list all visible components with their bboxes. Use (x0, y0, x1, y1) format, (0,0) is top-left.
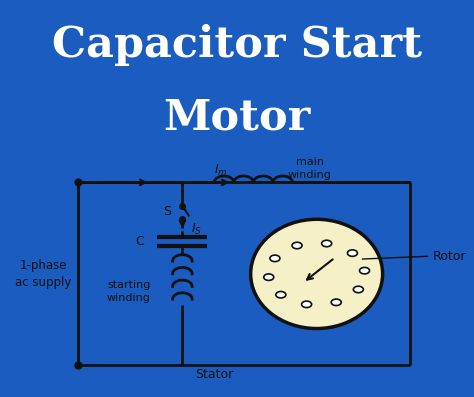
Text: Stator: Stator (195, 368, 233, 381)
Text: $I_S$: $I_S$ (191, 222, 201, 237)
Text: C: C (135, 235, 144, 248)
Text: $I_m$: $I_m$ (214, 163, 228, 178)
Text: main
winding: main winding (288, 157, 332, 180)
Text: Motor: Motor (164, 97, 310, 139)
Circle shape (353, 286, 364, 293)
Circle shape (331, 299, 341, 306)
Circle shape (322, 240, 332, 247)
Text: 1-phase
ac supply: 1-phase ac supply (16, 259, 72, 289)
Circle shape (270, 255, 280, 262)
Circle shape (292, 242, 302, 249)
Ellipse shape (251, 219, 383, 329)
Circle shape (347, 250, 357, 256)
Text: Rotor: Rotor (433, 250, 466, 263)
Circle shape (264, 274, 274, 280)
Circle shape (276, 291, 286, 298)
Text: Capacitor Start: Capacitor Start (52, 24, 422, 66)
Circle shape (359, 268, 370, 274)
Text: S: S (163, 205, 171, 218)
Text: starting
winding: starting winding (107, 280, 151, 303)
Circle shape (301, 301, 311, 308)
